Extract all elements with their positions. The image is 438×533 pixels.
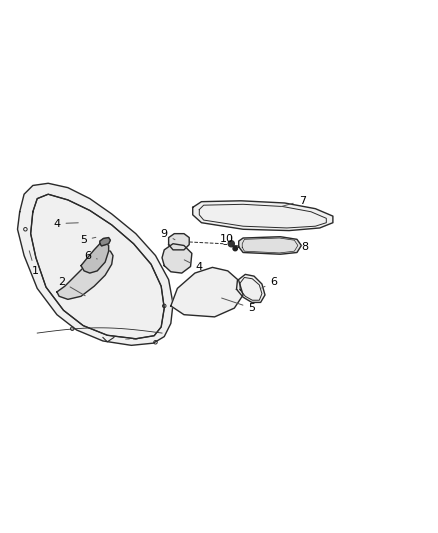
Polygon shape bbox=[18, 183, 173, 345]
Text: 6: 6 bbox=[262, 277, 277, 288]
Text: 8: 8 bbox=[301, 242, 308, 252]
Text: 1: 1 bbox=[29, 251, 39, 276]
Text: 4: 4 bbox=[53, 219, 78, 229]
Text: 9: 9 bbox=[161, 229, 175, 240]
Text: 2: 2 bbox=[58, 277, 85, 296]
Circle shape bbox=[228, 241, 234, 247]
Polygon shape bbox=[100, 238, 110, 246]
Polygon shape bbox=[193, 201, 333, 231]
Polygon shape bbox=[162, 244, 192, 273]
Text: 7: 7 bbox=[281, 196, 306, 207]
Polygon shape bbox=[239, 237, 301, 254]
Circle shape bbox=[233, 246, 237, 251]
Text: 4: 4 bbox=[184, 260, 203, 272]
Text: —  —: — — bbox=[125, 337, 138, 342]
Text: 6: 6 bbox=[84, 251, 97, 261]
Polygon shape bbox=[171, 268, 243, 317]
Text: 10: 10 bbox=[220, 235, 234, 244]
Text: 5: 5 bbox=[222, 298, 255, 313]
Polygon shape bbox=[81, 243, 109, 273]
Polygon shape bbox=[169, 233, 189, 250]
Polygon shape bbox=[31, 194, 164, 339]
Text: 5: 5 bbox=[80, 235, 96, 245]
Polygon shape bbox=[57, 250, 113, 300]
Polygon shape bbox=[237, 274, 265, 302]
